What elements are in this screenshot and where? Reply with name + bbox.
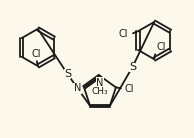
Text: S: S <box>64 69 71 79</box>
Text: S: S <box>129 62 136 72</box>
Text: Cl: Cl <box>31 49 41 59</box>
Text: N: N <box>74 83 81 93</box>
Text: Cl: Cl <box>119 29 128 39</box>
Text: Cl: Cl <box>156 42 166 52</box>
Text: N: N <box>96 78 104 88</box>
Text: Cl: Cl <box>125 84 134 94</box>
Text: CH₃: CH₃ <box>92 87 108 96</box>
